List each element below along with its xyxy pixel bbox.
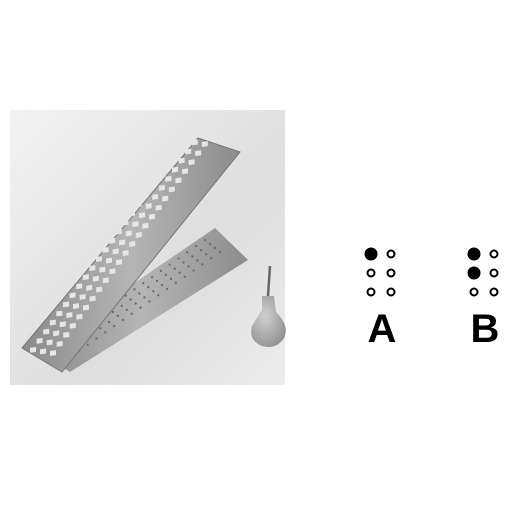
flat-dot	[366, 287, 376, 297]
braille-slate-photo	[10, 110, 286, 385]
flat-dot	[489, 268, 499, 278]
flat-dot	[489, 249, 499, 259]
stylus-icon	[251, 265, 286, 347]
raised-dot	[467, 247, 481, 261]
braille-dots-a	[364, 247, 396, 297]
flat-dot	[469, 287, 479, 297]
flat-dot	[386, 268, 396, 278]
raised-dot	[364, 247, 378, 261]
raised-dot	[467, 266, 481, 280]
braille-letter-a: A	[367, 307, 397, 351]
braille-letter-b: B	[470, 307, 500, 351]
braille-cell-a: A	[362, 245, 422, 365]
braille-cell-b: B	[465, 245, 512, 365]
flat-dot	[386, 249, 396, 259]
flat-dot	[366, 268, 376, 278]
flat-dot	[386, 287, 396, 297]
braille-dots-b	[467, 247, 499, 297]
braille-slate-icon	[21, 119, 241, 373]
flat-dot	[489, 287, 499, 297]
